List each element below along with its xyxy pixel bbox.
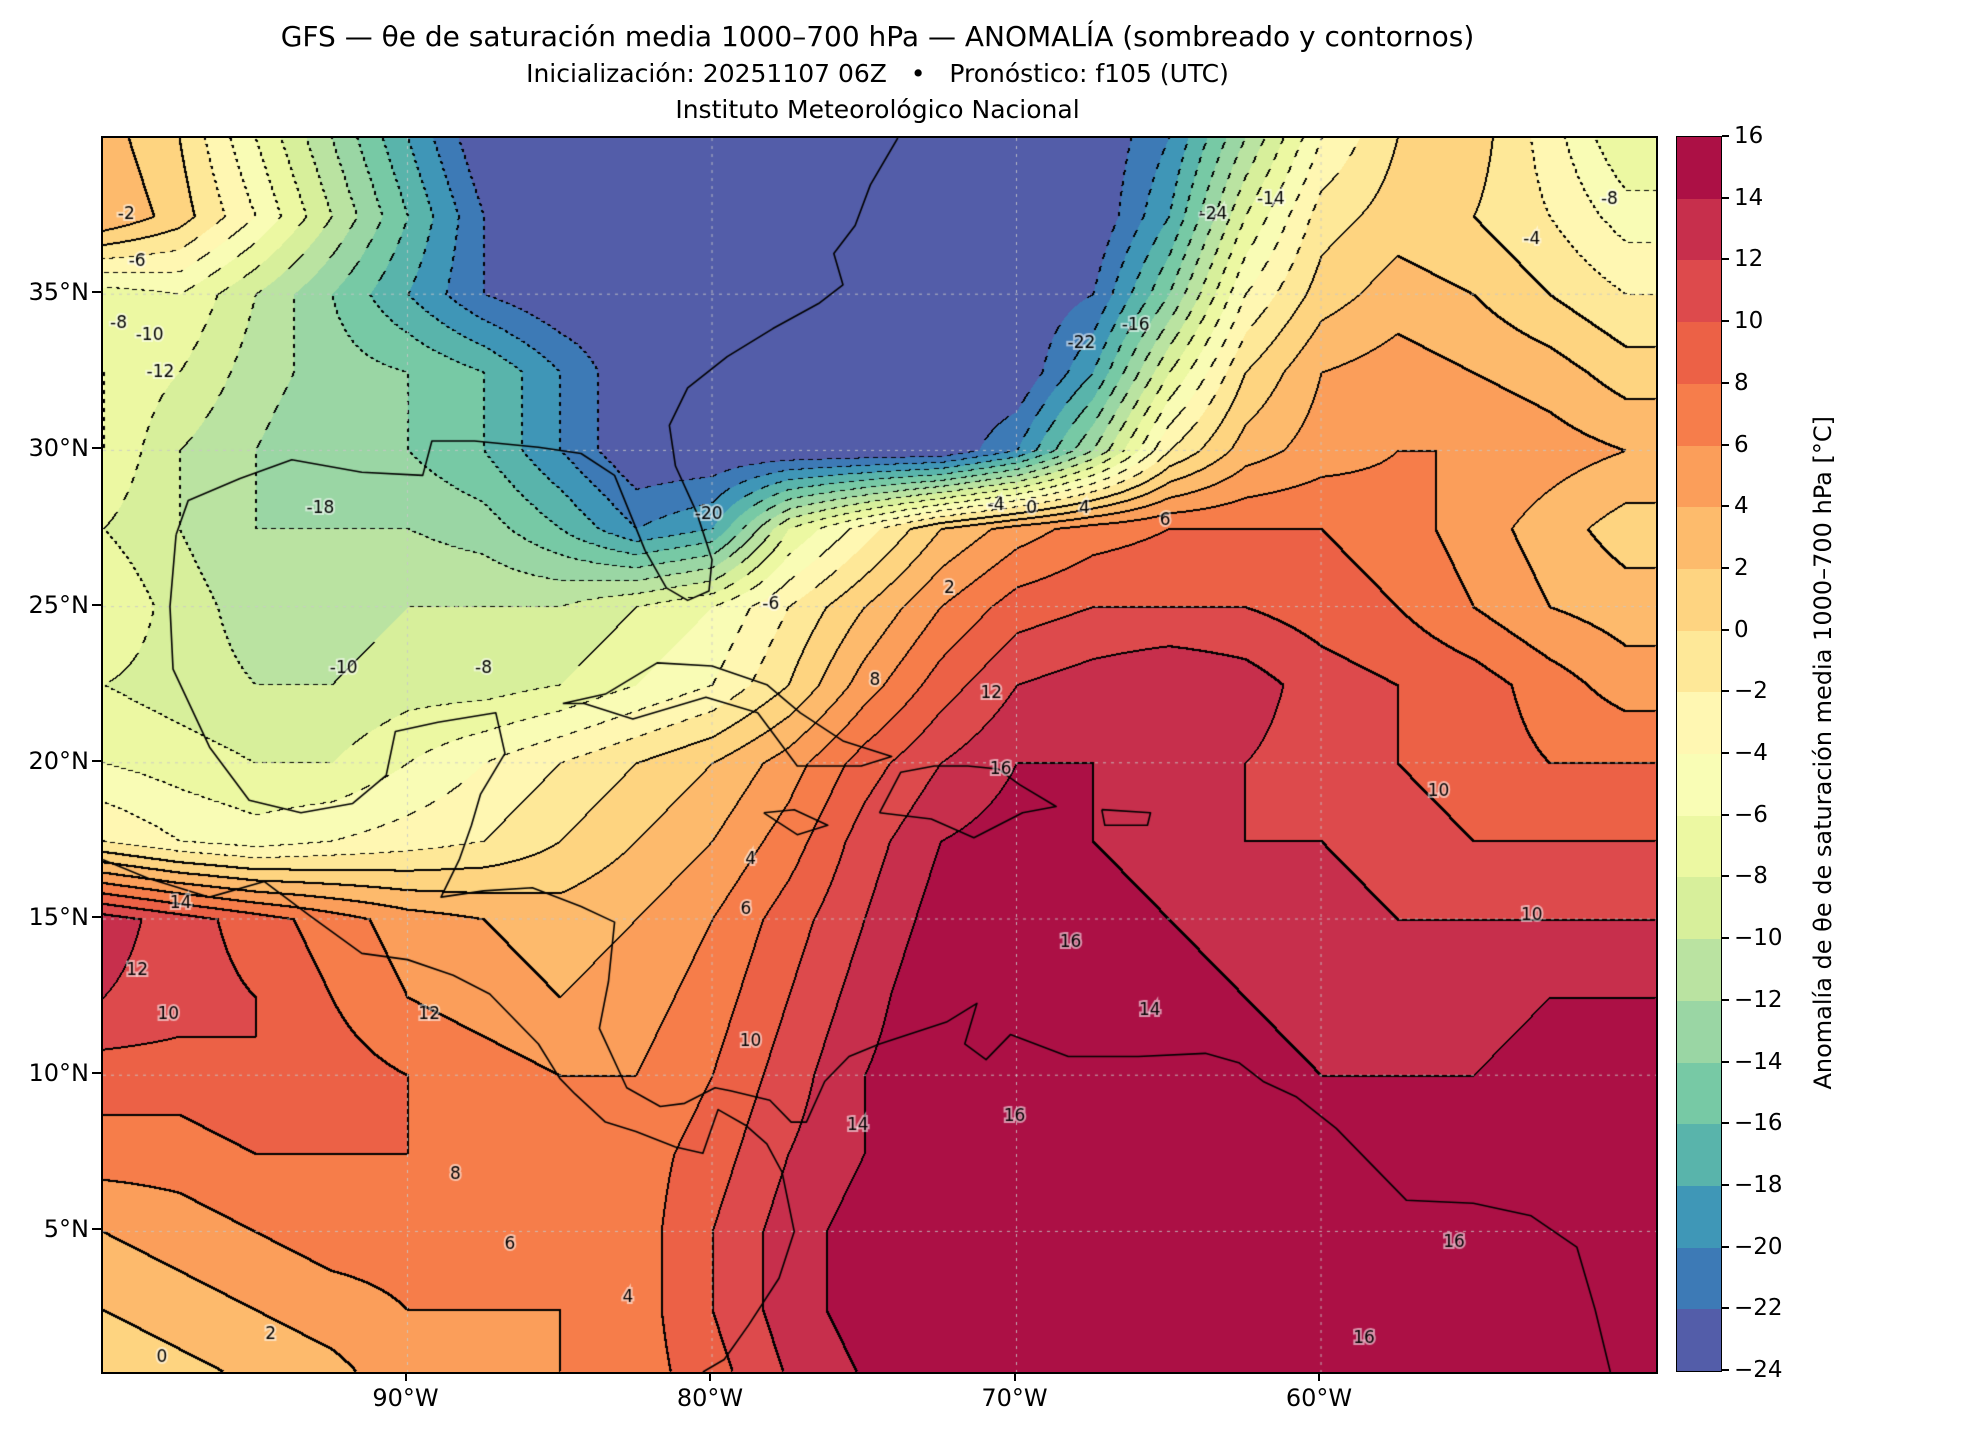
- colorbar-tick-label: −4: [1734, 740, 1768, 766]
- lat-tick-mark: [92, 1228, 101, 1231]
- colorbar-tick-mark: [1722, 628, 1729, 631]
- colorbar-segment: [1677, 568, 1721, 631]
- colorbar-tick-label: 14: [1734, 184, 1764, 211]
- colorbar-tick-mark: [1722, 566, 1729, 569]
- colorbar-segment: [1677, 815, 1721, 878]
- colorbar-tick-label: −10: [1734, 925, 1783, 952]
- lat-tick-mark: [92, 447, 101, 450]
- map-plot-area: [101, 136, 1658, 1374]
- colorbar-tick-mark: [1722, 1122, 1729, 1125]
- lon-tick-label: 90°W: [372, 1384, 439, 1412]
- colorbar-segment: [1677, 1062, 1721, 1125]
- colorbar-tick-mark: [1722, 752, 1729, 754]
- lat-tick-mark: [92, 291, 101, 294]
- lat-tick-mark: [92, 1072, 101, 1075]
- colorbar-segment: [1677, 1185, 1721, 1248]
- colorbar-tick-mark: [1722, 258, 1729, 261]
- colorbar-segment: [1677, 1000, 1721, 1063]
- lon-tick-mark: [1013, 1372, 1016, 1381]
- colorbar-segment: [1677, 1124, 1721, 1186]
- lon-tick-label: 70°W: [981, 1384, 1048, 1412]
- colorbar-segment: [1677, 198, 1721, 261]
- colorbar-segment: [1677, 754, 1721, 816]
- colorbar-tick-label: −24: [1734, 1357, 1783, 1383]
- map-canvas: [103, 138, 1656, 1372]
- colorbar-label: Anomalía de θe de saturación media 1000–…: [1809, 416, 1837, 1090]
- lat-tick-label: 5°N: [43, 1215, 89, 1244]
- colorbar-tick-label: 8: [1734, 369, 1749, 396]
- lat-tick-label: 25°N: [28, 590, 90, 619]
- colorbar-tick-mark: [1722, 196, 1729, 199]
- colorbar-tick-mark: [1722, 443, 1729, 446]
- colorbar-tick-mark: [1722, 1245, 1729, 1248]
- colorbar-tick-label: 16: [1734, 123, 1764, 149]
- colorbar-tick-mark: [1722, 1369, 1729, 1371]
- colorbar-tick-label: −16: [1734, 1110, 1783, 1137]
- lat-tick-label: 20°N: [28, 746, 90, 775]
- colorbar-segment: [1677, 630, 1721, 693]
- colorbar-tick-label: −20: [1734, 1233, 1783, 1260]
- colorbar-tick-label: −14: [1734, 1048, 1783, 1075]
- colorbar-tick-label: 2: [1734, 554, 1749, 581]
- colorbar-tick-mark: [1722, 135, 1729, 137]
- colorbar-tick-mark: [1722, 690, 1729, 693]
- colorbar-segment: [1677, 445, 1721, 508]
- colorbar-tick-label: −12: [1734, 986, 1783, 1013]
- colorbar-segment: [1677, 939, 1721, 1001]
- colorbar-tick-label: 0: [1734, 616, 1749, 643]
- colorbar-segment: [1677, 260, 1721, 323]
- colorbar-segment: [1677, 507, 1721, 569]
- lat-tick-mark: [92, 603, 101, 606]
- colorbar-tick-label: 6: [1734, 431, 1749, 458]
- colorbar-tick-mark: [1722, 1183, 1729, 1186]
- colorbar-tick-mark: [1722, 505, 1729, 508]
- colorbar-tick-mark: [1722, 320, 1729, 323]
- colorbar-tick-label: −2: [1734, 678, 1768, 705]
- lat-tick-label: 30°N: [28, 434, 90, 463]
- colorbar: [1676, 136, 1722, 1372]
- colorbar-tick-label: 10: [1734, 308, 1764, 335]
- lon-tick-label: 80°W: [676, 1384, 744, 1412]
- lat-tick-mark: [92, 759, 101, 762]
- lat-tick-label: 35°N: [28, 278, 90, 307]
- colorbar-tick-label: −18: [1734, 1171, 1783, 1198]
- colorbar-tick-mark: [1722, 1307, 1729, 1310]
- colorbar-tick-label: −6: [1734, 801, 1768, 828]
- chart-title: GFS — θe de saturación media 1000–700 hP…: [280, 20, 1475, 53]
- colorbar-tick-label: 4: [1734, 493, 1749, 520]
- colorbar-segment: [1677, 877, 1721, 940]
- colorbar-tick-mark: [1722, 381, 1729, 384]
- colorbar-segment: [1677, 322, 1721, 384]
- colorbar-tick-label: −22: [1734, 1295, 1783, 1322]
- colorbar-tick-mark: [1722, 875, 1729, 878]
- colorbar-segment: [1677, 692, 1721, 755]
- colorbar-tick-mark: [1722, 813, 1729, 816]
- lon-tick-mark: [709, 1372, 712, 1381]
- chart-institution: Instituto Meteorológico Nacional: [675, 95, 1080, 124]
- title-block: GFS — θe de saturación media 1000–700 hP…: [101, 18, 1654, 128]
- colorbar-segment: [1677, 1309, 1721, 1372]
- colorbar-segment: [1677, 383, 1721, 446]
- colorbar-tick-mark: [1722, 1060, 1729, 1063]
- colorbar-segment: [1677, 1247, 1721, 1310]
- lon-tick-mark: [404, 1372, 407, 1381]
- chart-subtitle: Inicialización: 20251107 06Z • Pronóstic…: [526, 59, 1229, 88]
- colorbar-tick-label: 12: [1734, 246, 1764, 273]
- colorbar-segment: [1677, 137, 1721, 199]
- lat-tick-label: 10°N: [28, 1059, 90, 1088]
- colorbar-tick-label: −8: [1734, 863, 1768, 890]
- lon-tick-mark: [1318, 1372, 1321, 1381]
- colorbar-tick-mark: [1722, 998, 1729, 1001]
- lat-tick-label: 15°N: [28, 903, 90, 931]
- lon-tick-label: 60°W: [1285, 1384, 1353, 1412]
- colorbar-tick-mark: [1722, 937, 1729, 940]
- lat-tick-mark: [92, 916, 101, 918]
